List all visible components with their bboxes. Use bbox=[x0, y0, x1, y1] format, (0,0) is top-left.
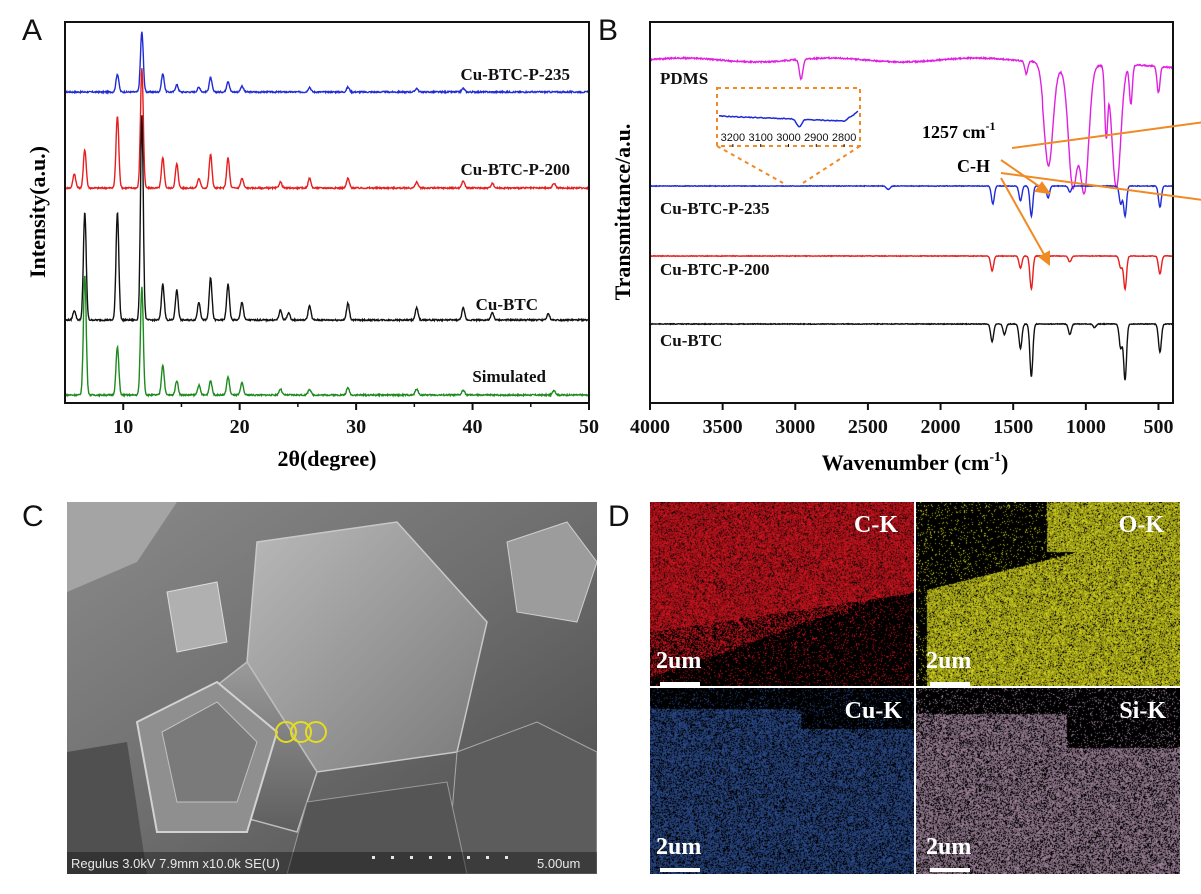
panel-label-c: C bbox=[22, 500, 44, 533]
xrd-series-label-cu-btc: Cu-BTC bbox=[476, 295, 538, 314]
ftir-xlabel-tail: ) bbox=[1001, 450, 1008, 475]
ftir-series-line-cu-btc-p-200 bbox=[650, 254, 1174, 292]
eds-label-c: C-K bbox=[854, 512, 898, 538]
ftir-xtick-label: 1500 bbox=[993, 416, 1033, 438]
xrd-series-line-cu-btc-p-235 bbox=[64, 31, 590, 95]
eds-scale-bar-c bbox=[660, 682, 700, 686]
xrd-xtick-label: 20 bbox=[230, 416, 250, 438]
ftir-xtick-label: 4000 bbox=[630, 416, 670, 438]
ftir-xtick-label: 1000 bbox=[1066, 416, 1106, 438]
arrow-ch-200 bbox=[1000, 177, 1047, 259]
panel-label-a: A bbox=[22, 14, 43, 47]
eds-map-cu: Cu-K 2um bbox=[650, 688, 914, 874]
arrow-ch-235 bbox=[1000, 172, 1201, 201]
xrd-plot-frame bbox=[64, 21, 590, 404]
eds-scale-c: 2um bbox=[656, 648, 702, 674]
xrd-series-line-cu-btc-p-200 bbox=[64, 68, 590, 191]
ftir-series-label-cu-btc: Cu-BTC bbox=[660, 331, 722, 350]
ftir-series-label-cu-btc-p-235: Cu-BTC-P-235 bbox=[660, 199, 770, 218]
peak-1257-sup: -1 bbox=[985, 119, 995, 133]
ftir-xtick-label: 500 bbox=[1143, 416, 1173, 438]
annotation-arrows bbox=[1000, 121, 1201, 267]
inset-xtick-label: 2900 bbox=[804, 132, 828, 144]
sem-footer: Regulus 3.0kV 7.9mm x10.0k SE(U) bbox=[71, 856, 280, 871]
inset-connector-left bbox=[716, 145, 784, 184]
peak-1257-label: 1257 cm-1 bbox=[922, 119, 995, 142]
ftir-series-label-cu-btc-p-200: Cu-BTC-P-200 bbox=[660, 260, 770, 279]
inset-connector-right bbox=[802, 145, 861, 184]
eds-label-si: Si-K bbox=[1119, 698, 1166, 724]
inset-xtick-label: 2800 bbox=[832, 132, 856, 144]
ftir-xtick-label: 3500 bbox=[703, 416, 743, 438]
inset: 3200 3100 3000 2900 2800 bbox=[716, 87, 861, 184]
panel-label-b: B bbox=[598, 14, 619, 47]
highlight-circles bbox=[275, 721, 327, 743]
eds-scale-si: 2um bbox=[926, 834, 972, 860]
eds-map-si: Si-K 2um bbox=[916, 688, 1180, 874]
ftir-series-line-cu-btc-p-235 bbox=[649, 184, 1173, 220]
xrd-series-line-cu-btc bbox=[64, 115, 590, 323]
xrd-series-label-cu-btc-p-200: Cu-BTC-P-200 bbox=[460, 160, 570, 179]
ftir-xlabel-sup: -1 bbox=[989, 450, 1001, 465]
ftir-chart: PDMS Cu-BTC-P-235 Cu-BTC-P-200 Cu-BTC 4000 3… bbox=[610, 21, 1201, 475]
xrd-xtick-label: 30 bbox=[346, 416, 366, 438]
xrd-xtick-label: 40 bbox=[463, 416, 483, 438]
ftir-xlabel-main: Wavenumber (cm bbox=[822, 450, 990, 475]
xrd-series-line-simulated bbox=[64, 275, 590, 398]
arrow-ch-200-head bbox=[1038, 250, 1050, 267]
sem-illustration: Regulus 3.0kV 7.9mm x10.0k SE(U) 5.00um bbox=[67, 502, 597, 874]
eds-scale-bar-o bbox=[930, 682, 970, 686]
xrd-series-label-simulated: Simulated bbox=[472, 367, 546, 386]
xrd-xtick-label: 10 bbox=[113, 416, 133, 438]
eds-scale-bar-si bbox=[930, 868, 970, 872]
inset-spectrum-line bbox=[718, 110, 859, 128]
ftir-xlabel: Wavenumber (cm-1) bbox=[822, 450, 1009, 475]
inset-xtick-label: 3200 bbox=[721, 132, 745, 144]
ftir-series-label-pdms: PDMS bbox=[660, 69, 708, 88]
sem-scale-label: 5.00um bbox=[537, 856, 580, 871]
inset-xtick-label: 3000 bbox=[776, 132, 800, 144]
eds-scale-bar-cu bbox=[660, 868, 700, 872]
eds-label-cu: Cu-K bbox=[844, 698, 902, 724]
ftir-plot-frame bbox=[649, 21, 1174, 404]
xrd-ylabel: Intensity(a.u.) bbox=[25, 146, 50, 278]
ftir-ylabel: Transmittance/a.u. bbox=[610, 124, 635, 301]
xrd-chart: Cu-BTC-P-235Cu-BTC-P-200Cu-BTCSimulated … bbox=[25, 21, 599, 471]
ch-label: C-H bbox=[957, 156, 990, 176]
eds-map-o: O-K 2um bbox=[916, 502, 1180, 686]
ftir-xtick-label: 3000 bbox=[775, 416, 815, 438]
eds-scale-o: 2um bbox=[926, 648, 972, 674]
ftir-series-line-cu-btc bbox=[649, 322, 1174, 381]
arrow-1257 bbox=[1011, 121, 1201, 149]
sem-scale-ticks bbox=[372, 856, 508, 859]
panel-label-d: D bbox=[608, 500, 630, 533]
eds-scale-cu: 2um bbox=[656, 834, 702, 860]
xrd-xtick-label: 50 bbox=[579, 416, 599, 438]
arrow-ch-pdms-head bbox=[1034, 181, 1052, 195]
sem-image: Regulus 3.0kV 7.9mm x10.0k SE(U) 5.00um bbox=[67, 502, 597, 874]
eds-label-o: O-K bbox=[1118, 512, 1164, 538]
xrd-series-label-cu-btc-p-235: Cu-BTC-P-235 bbox=[460, 65, 570, 84]
eds-map-c: C-K 2um bbox=[650, 502, 914, 686]
xrd-xlabel: 2θ(degree) bbox=[277, 446, 376, 471]
inset-xtick-label: 3100 bbox=[748, 132, 772, 144]
ftir-xtick-label: 2500 bbox=[848, 416, 888, 438]
inset-frame bbox=[716, 87, 861, 147]
arrow-ch-pdms bbox=[1000, 159, 1044, 190]
peak-1257-text: 1257 cm bbox=[922, 122, 985, 142]
ftir-xtick-label: 2000 bbox=[921, 416, 961, 438]
